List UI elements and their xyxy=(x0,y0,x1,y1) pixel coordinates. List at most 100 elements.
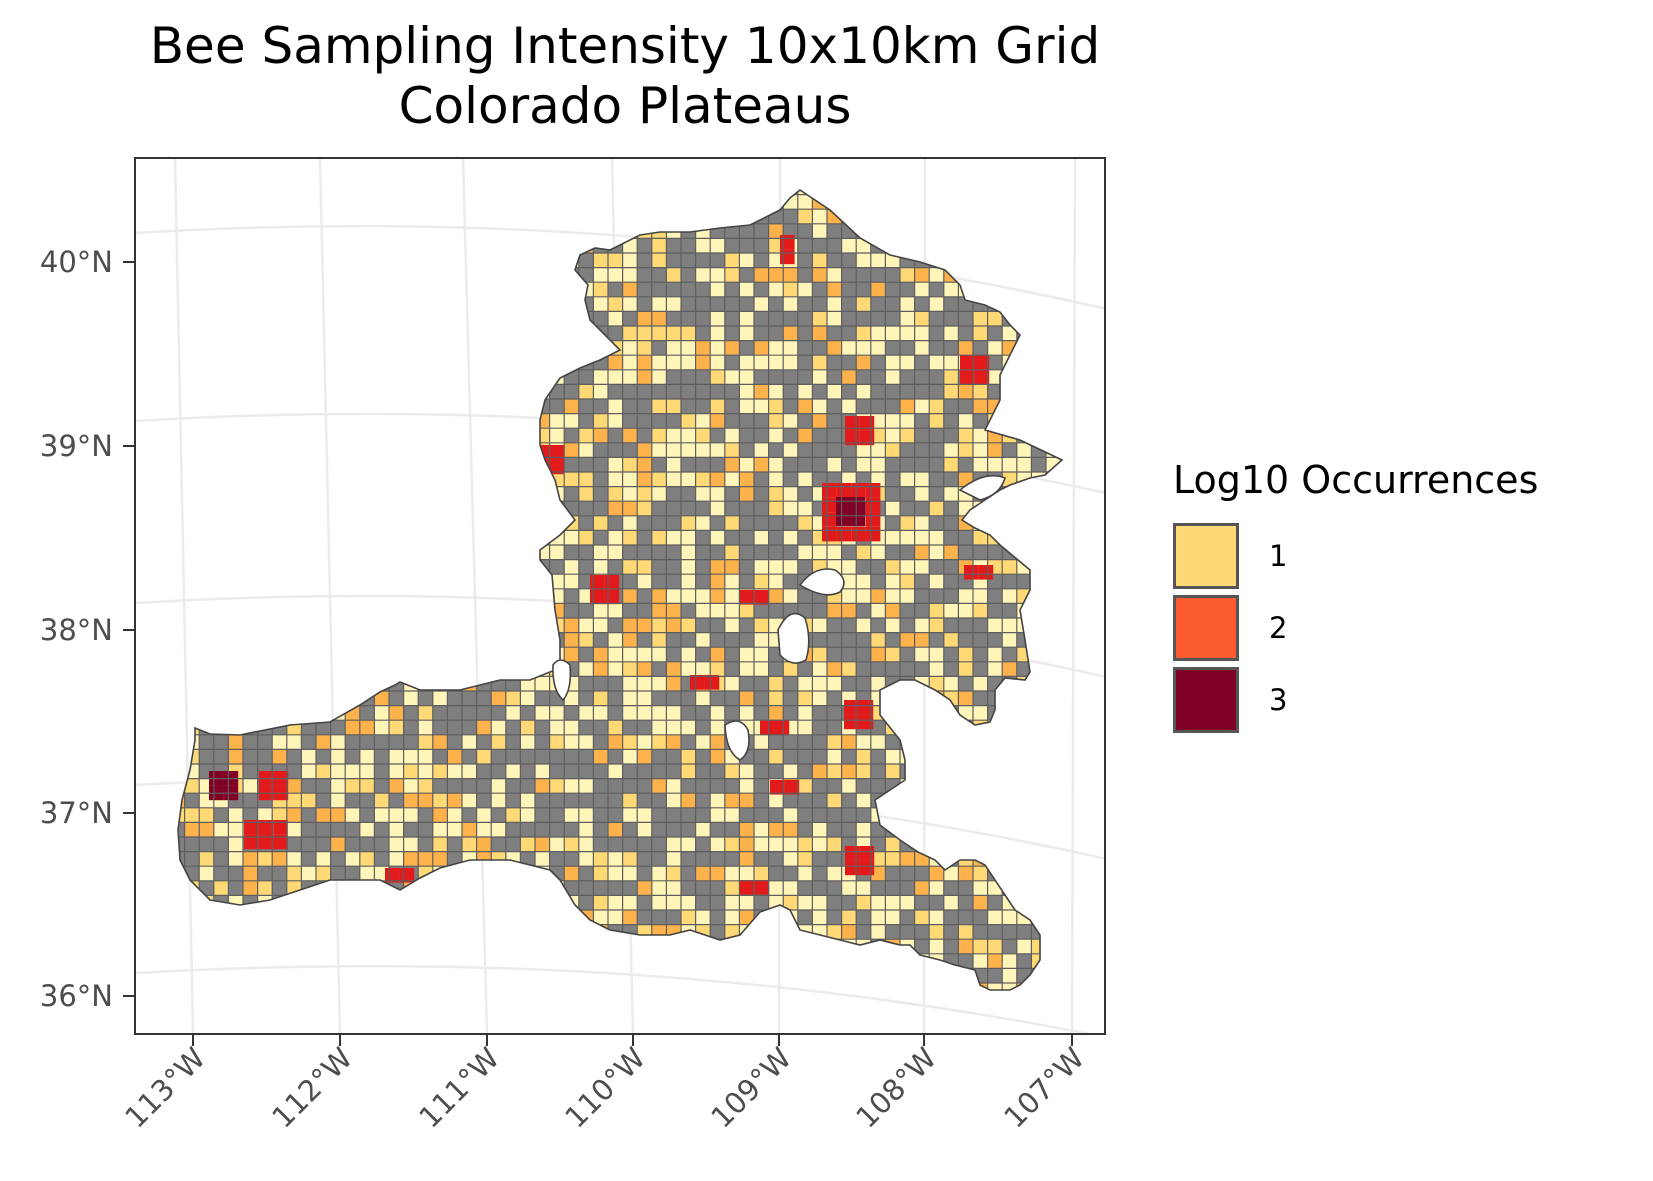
grid-cell xyxy=(973,866,988,881)
grid-cell xyxy=(651,296,667,312)
grid-cell xyxy=(914,559,930,575)
grid-cell xyxy=(301,866,316,881)
grid-cell xyxy=(608,530,623,545)
grid-cell xyxy=(812,764,827,779)
grid-cell xyxy=(724,676,740,691)
grid-cell xyxy=(520,837,535,852)
y-label-39N: 39°N xyxy=(40,429,113,463)
grid-cell xyxy=(827,837,842,852)
grid-cell xyxy=(870,428,886,443)
grid-cell xyxy=(797,851,813,867)
grid-cell xyxy=(841,588,857,604)
grid-cell xyxy=(666,340,681,356)
x-label-108W: 108°W xyxy=(849,1041,943,1135)
grid-cell-high xyxy=(244,820,259,835)
grid-cell-high xyxy=(844,700,859,715)
grid-cell xyxy=(549,837,565,852)
lakes xyxy=(552,474,1006,761)
grid-cell xyxy=(958,428,973,443)
grid-cell xyxy=(783,413,798,429)
grid-cell xyxy=(476,807,492,823)
grid-cell xyxy=(651,778,667,794)
grid-cell xyxy=(768,588,784,604)
grid-cell xyxy=(841,603,857,618)
grid-cell xyxy=(973,442,988,458)
grid-cell xyxy=(768,223,784,239)
grid-cell xyxy=(695,472,711,487)
grid-cell xyxy=(812,223,827,239)
grid-cell xyxy=(257,851,273,867)
grid-cell xyxy=(943,866,959,881)
grid-cell xyxy=(666,399,681,414)
grid-cell xyxy=(812,837,827,852)
grid-cell xyxy=(681,326,696,341)
grid-cell xyxy=(622,340,638,356)
legend-label-3: 3 xyxy=(1269,683,1288,717)
panel-border xyxy=(134,157,1106,1035)
legend-item-3: 3 xyxy=(1173,664,1538,736)
grid-cell xyxy=(681,340,696,356)
grid-cell xyxy=(900,515,915,531)
grid-cell xyxy=(973,939,988,954)
grid-cell xyxy=(681,559,696,575)
grid-cell xyxy=(564,734,579,750)
grid-cell xyxy=(827,282,842,297)
grid-cell xyxy=(403,793,419,808)
grid-cell xyxy=(330,764,346,779)
grid-cell xyxy=(564,618,579,633)
grid-cell xyxy=(783,530,798,545)
grid-cell xyxy=(608,413,623,429)
grid-cell xyxy=(870,457,886,472)
grid-cell xyxy=(841,340,857,356)
grid-cell xyxy=(797,676,813,691)
grid-cell xyxy=(491,778,506,794)
grid-cell xyxy=(681,574,696,589)
grid-cell xyxy=(827,661,842,677)
grid-cell xyxy=(754,267,769,283)
grid-cell xyxy=(593,749,608,764)
grid-cell xyxy=(1016,457,1032,472)
grid-cell xyxy=(681,588,696,604)
grid-cell xyxy=(827,311,842,326)
grid-cell xyxy=(330,807,346,823)
grid-cell-high xyxy=(960,355,975,370)
grid-cell xyxy=(885,895,900,910)
grid-cell xyxy=(695,355,711,370)
grid-cell xyxy=(885,588,900,604)
grid-cell xyxy=(724,837,740,852)
grid-cell xyxy=(710,238,725,253)
grid-cell xyxy=(637,807,652,823)
grid-cell-high xyxy=(978,565,994,580)
grid-cell xyxy=(754,384,769,399)
grid-cell xyxy=(739,311,754,326)
grid-cell xyxy=(710,661,725,677)
grid-cell xyxy=(724,588,740,604)
grid-cell xyxy=(505,691,521,706)
grid-cell xyxy=(666,472,681,487)
grid-cell xyxy=(943,384,959,399)
grid-cell xyxy=(856,574,871,589)
grid-cell xyxy=(432,837,448,852)
grid-cell xyxy=(768,749,784,764)
legend-label-1: 1 xyxy=(1269,539,1288,573)
grid-cell xyxy=(345,851,360,867)
grid-cell xyxy=(608,369,623,385)
grid-cell-high xyxy=(858,700,874,715)
grid-cell xyxy=(286,822,302,837)
grid-cell xyxy=(812,209,827,224)
grid-cell xyxy=(900,428,915,443)
grid-cell xyxy=(316,851,331,867)
grid-cell xyxy=(754,647,769,662)
grid-cell xyxy=(564,691,579,706)
grid-cell xyxy=(681,910,696,925)
y-axis-labels: 40°N 39°N 38°N 37°N 36°N xyxy=(40,245,113,1013)
grid-cell xyxy=(885,647,900,662)
grid-cell xyxy=(973,676,988,691)
grid-cell xyxy=(695,413,711,429)
grid-cell xyxy=(593,369,608,385)
grid-cell xyxy=(973,384,988,399)
map-title: Bee Sampling Intensity 10x10km Grid Colo… xyxy=(0,16,1250,136)
grid-cell xyxy=(593,413,608,429)
grid-cell xyxy=(783,559,798,575)
grid-cell xyxy=(943,676,959,691)
